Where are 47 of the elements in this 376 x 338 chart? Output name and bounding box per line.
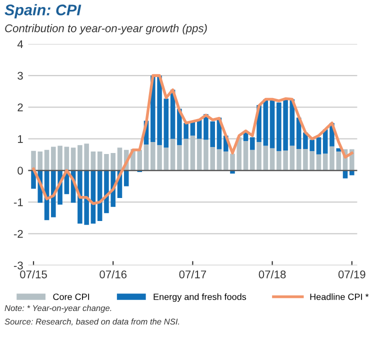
bar <box>270 99 275 148</box>
bar <box>290 146 295 170</box>
bar <box>97 151 102 170</box>
bar <box>316 154 322 170</box>
legend-label: Energy and fresh foods <box>154 293 246 302</box>
chart-subtitle: Contribution to year-on-year growth (pps) <box>5 24 207 34</box>
bar <box>164 98 169 148</box>
y-tick-label: -2 <box>14 230 23 238</box>
bar <box>243 141 248 170</box>
bar <box>64 146 70 170</box>
bar <box>322 154 328 170</box>
bar <box>270 148 275 170</box>
bar <box>44 150 50 170</box>
bar <box>117 148 122 170</box>
bar <box>164 148 169 170</box>
x-tick-label: 07/17 <box>179 270 206 278</box>
bar <box>38 151 43 170</box>
legend-label: Core CPI <box>53 294 90 300</box>
y-tick-label: 0 <box>18 166 23 175</box>
bar <box>90 151 96 170</box>
bar <box>31 150 36 170</box>
text: Note: * Year-on-year change. <box>4 304 112 313</box>
bar <box>316 137 322 154</box>
y-tick-label: -1 <box>14 198 23 206</box>
bar <box>144 144 149 170</box>
bar <box>190 136 196 170</box>
bar <box>216 149 222 170</box>
legend-label: Headline CPI * <box>310 293 369 300</box>
chart-title: Spain: CPI <box>4 4 82 18</box>
x-tick-label: 07/16 <box>100 270 127 278</box>
bar <box>70 148 76 170</box>
y-tick-label: -3 <box>14 262 23 270</box>
y-tick-label: 3 <box>18 72 23 80</box>
source-note: Source: Research, based on data from the NSI. <box>4 318 180 326</box>
bar <box>196 138 202 170</box>
x-tick-label: 07/15 <box>20 270 47 278</box>
y-tick-label: 1 <box>18 135 23 143</box>
line-series <box>32 74 354 206</box>
bar <box>170 138 176 170</box>
bar <box>263 99 268 146</box>
x-tick-label: 07/19 <box>338 270 366 278</box>
bar <box>296 148 302 170</box>
bar <box>263 146 268 170</box>
y-tick-label: 4 <box>17 40 24 48</box>
x-tick-label: 07/18 <box>258 270 286 278</box>
y-tick-label: 2 <box>18 103 23 112</box>
bar <box>124 170 129 186</box>
